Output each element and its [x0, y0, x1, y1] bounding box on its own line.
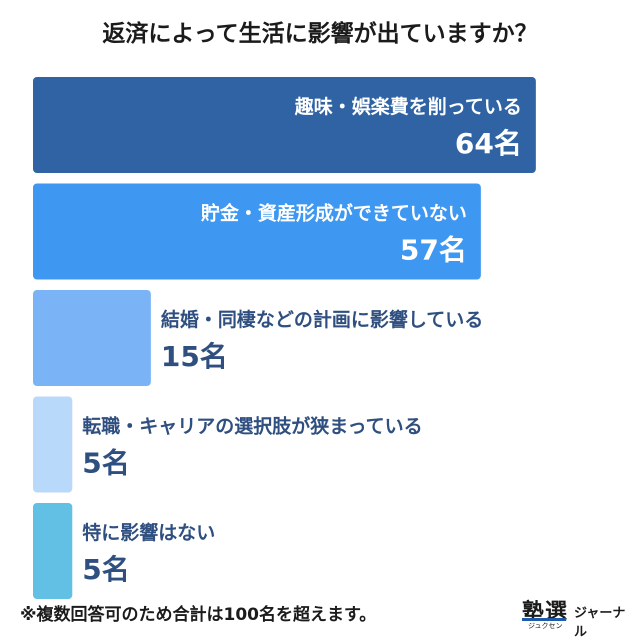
bar-value-label-3: 15名: [161, 340, 228, 373]
bar-4: [33, 396, 73, 493]
bar-category-label-3: 結婚・同棲などの計画に影響している: [161, 308, 483, 331]
bar-value-label-1: 64名: [455, 127, 522, 160]
footnote: ※複数回答可のため合計は100名を超えます。: [20, 605, 377, 625]
bar-1: [33, 77, 536, 173]
bar-2: [33, 183, 481, 280]
bar-value-label-4: 5名: [82, 447, 129, 480]
bar-value-label-2: 57名: [400, 234, 467, 267]
bar-category-label-2: 貯金・資産形成ができていない: [201, 202, 467, 225]
bar-category-label-5: 特に影響はない: [82, 521, 215, 544]
chart-title: 返済によって生活に影響が出ていますか？: [102, 21, 538, 47]
bar-3: [33, 290, 151, 386]
brand-logo: 塾選 ジュクセン ジャーナル: [520, 594, 632, 640]
bar-category-label-4: 転職・キャリアの選択肢が狭まっている: [82, 415, 422, 438]
logo-underline: [522, 618, 566, 621]
bar-5: [33, 503, 73, 599]
bar-category-label-1: 趣味・娯楽費を削っている: [294, 95, 522, 118]
bar-value-label-5: 5名: [82, 553, 129, 586]
logo-tail-text: ジャーナル: [574, 606, 626, 640]
logo-sub-text: ジュクセン: [528, 622, 563, 630]
